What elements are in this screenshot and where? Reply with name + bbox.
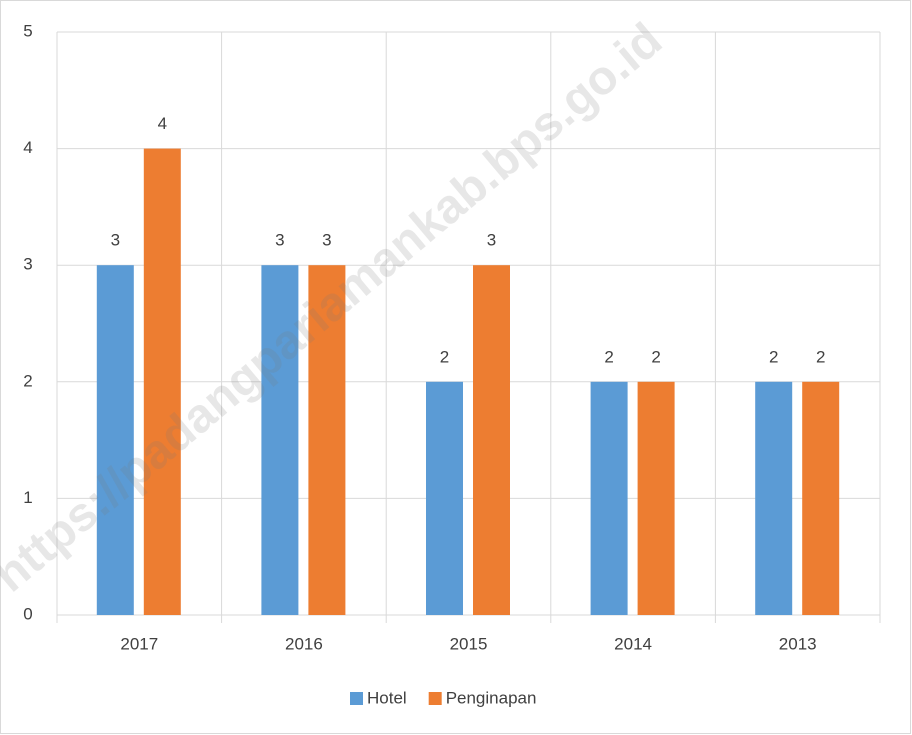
- legend-label: Hotel: [367, 688, 407, 707]
- data-label: 2: [440, 347, 449, 366]
- bar: [590, 381, 628, 615]
- bar: [426, 381, 463, 615]
- legend-label: Penginapan: [446, 688, 537, 707]
- data-label: 3: [487, 231, 496, 250]
- data-label: 2: [604, 347, 613, 366]
- bar: [308, 265, 346, 615]
- bar: [261, 265, 299, 615]
- x-tick-label: 2015: [450, 634, 488, 653]
- bar: [637, 381, 675, 615]
- y-tick-label: 3: [23, 255, 32, 274]
- data-label: 3: [111, 231, 120, 250]
- legend-swatch: [428, 692, 442, 705]
- bar: [96, 265, 134, 615]
- x-tick-label: 2017: [120, 634, 158, 653]
- data-label: 2: [769, 347, 778, 366]
- y-tick-label: 0: [23, 604, 32, 623]
- y-tick-label: 2: [23, 371, 32, 390]
- data-label: 4: [158, 114, 167, 133]
- y-tick-label: 1: [23, 488, 32, 507]
- y-tick-label: 4: [23, 138, 32, 157]
- x-tick-label: 2013: [779, 634, 817, 653]
- bar: [473, 265, 510, 615]
- data-label: 3: [322, 231, 331, 250]
- x-tick-label: 2014: [614, 634, 652, 653]
- bar: [755, 381, 793, 615]
- data-label: 2: [651, 347, 660, 366]
- bar: [143, 148, 181, 615]
- y-tick-label: 5: [23, 21, 32, 40]
- data-label: 2: [816, 347, 825, 366]
- x-tick-label: 2016: [285, 634, 323, 653]
- bar: [802, 381, 840, 615]
- data-label: 3: [275, 231, 284, 250]
- legend-swatch: [350, 692, 363, 705]
